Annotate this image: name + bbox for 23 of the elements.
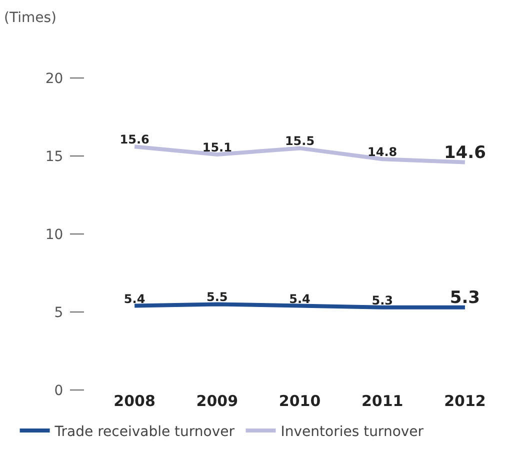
y-tick-label: 0 bbox=[54, 382, 64, 399]
x-tick-label: 2011 bbox=[361, 392, 404, 410]
x-tick-label: 2010 bbox=[278, 392, 321, 410]
y-tick-label: 10 bbox=[45, 226, 64, 243]
x-tick-label: 2008 bbox=[114, 392, 156, 410]
legend-label: Trade receivable turnover bbox=[54, 424, 235, 440]
y-axis-title: (Times) bbox=[4, 10, 56, 26]
data-label: 14.6 bbox=[444, 142, 486, 163]
x-tick-label: 2012 bbox=[444, 392, 486, 410]
data-label: 14.8 bbox=[368, 145, 398, 160]
data-label: 5.3 bbox=[372, 293, 393, 308]
y-tick-label: 15 bbox=[45, 148, 64, 165]
legend-label: Inventories turnover bbox=[280, 424, 424, 440]
data-label: 5.3 bbox=[450, 288, 480, 308]
data-label: 15.1 bbox=[202, 140, 232, 154]
y-tick-label: 20 bbox=[45, 70, 64, 87]
data-label: 5.5 bbox=[206, 290, 228, 304]
data-label: 5.4 bbox=[124, 292, 146, 306]
data-label: 5.4 bbox=[289, 292, 310, 306]
y-tick-label: 5 bbox=[54, 304, 64, 321]
x-tick-label: 2009 bbox=[196, 392, 238, 410]
data-label: 15.5 bbox=[284, 134, 315, 148]
data-label: 15.6 bbox=[120, 132, 150, 147]
